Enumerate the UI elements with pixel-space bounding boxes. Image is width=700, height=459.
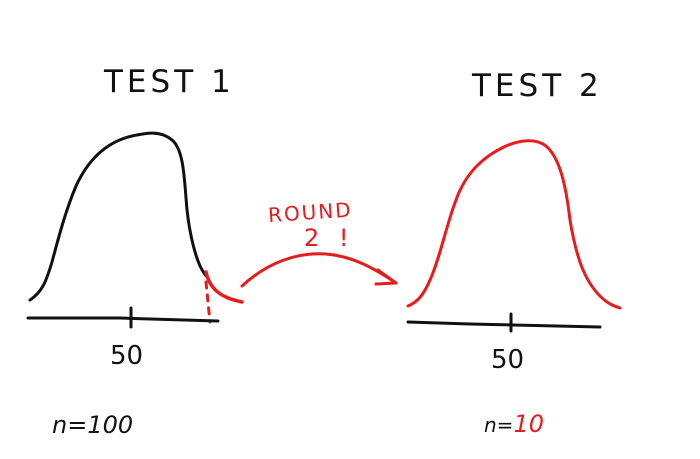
test1-title: TEST 1 xyxy=(103,64,235,100)
test2-distribution-curve xyxy=(406,139,622,310)
test2-tick-label: 50 xyxy=(491,345,524,375)
test1-x-axis xyxy=(26,316,220,323)
test2-n-label: n= xyxy=(484,413,513,437)
test1-tick-label: 50 xyxy=(110,341,143,371)
round2-arrowhead-icon xyxy=(374,268,398,286)
test1-n-value: 100 xyxy=(87,411,133,439)
test2-x-axis xyxy=(406,320,602,329)
test1-panel: TEST 1 50 n=100 xyxy=(26,64,244,439)
test1-distribution-curve xyxy=(28,131,210,302)
round2-label-line2: 2 ! xyxy=(304,224,355,252)
test2-panel: TEST 2 50 n=10 xyxy=(406,68,622,438)
test1-n-label: n= xyxy=(52,411,87,439)
round2-arrow-curve xyxy=(240,252,398,288)
test2-title: TEST 2 xyxy=(471,68,603,104)
test1-tail-highlight xyxy=(204,270,244,304)
round2-label-line1: ROUND xyxy=(267,197,353,227)
test1-tail-cutoff-dashes xyxy=(204,280,212,324)
test2-n-value: 10 xyxy=(513,410,544,438)
test1-n-annotation: n=100 xyxy=(52,411,133,439)
test2-n-annotation: n=10 xyxy=(484,410,544,438)
round2-transition: ROUND 2 ! xyxy=(240,197,398,288)
